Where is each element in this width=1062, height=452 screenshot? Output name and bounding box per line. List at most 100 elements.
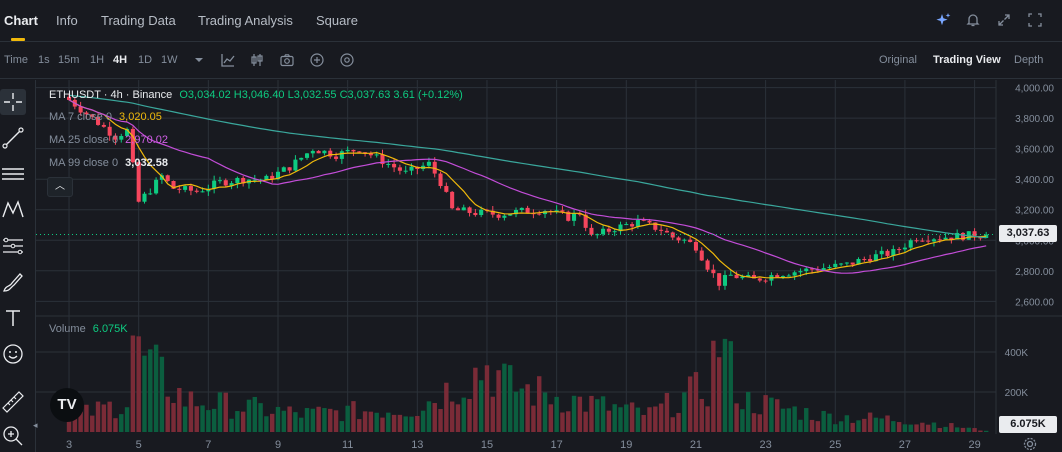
candle-body (624, 224, 629, 226)
candle-body (304, 153, 310, 158)
interval-1h[interactable]: 1H (90, 54, 105, 66)
ma7-label: MA 7 close 0 (49, 111, 112, 123)
candle-body (264, 175, 269, 180)
brush-tool[interactable] (0, 269, 26, 295)
text-tool[interactable] (0, 305, 26, 331)
camera-icon[interactable] (279, 52, 295, 68)
candle-body (914, 240, 919, 242)
trendline-icon (2, 127, 24, 149)
volume-bar (682, 392, 687, 432)
candle-body (212, 180, 217, 189)
fullscreen-icon[interactable] (1027, 12, 1043, 28)
legend-ma99[interactable]: MA 99 close 0 3,032.58 (49, 157, 168, 169)
view-trading-view[interactable]: Trading View (933, 54, 1001, 66)
volume-bar (455, 404, 461, 432)
time-tick-label: 27 (899, 439, 911, 451)
time-tick-label: 3 (66, 439, 72, 451)
candle-body (200, 191, 205, 193)
volume-bar (786, 408, 792, 432)
volume-bar (397, 414, 403, 432)
interval-1s[interactable]: 1s (38, 54, 50, 66)
volume-bar (310, 408, 316, 432)
volume-bar (873, 417, 879, 432)
collapse-rail-icon[interactable]: ◂ (33, 420, 38, 430)
volume-bar (206, 410, 211, 432)
price-tick-label: 2,600.00 (1015, 297, 1054, 308)
volume-bar (95, 401, 101, 432)
view-depth[interactable]: Depth (1014, 54, 1044, 66)
candle-body (165, 175, 170, 181)
trendline-tool[interactable] (0, 125, 26, 151)
candle-body (351, 149, 356, 152)
horizontal-lines-tool[interactable] (0, 161, 26, 187)
crosshair-icon (4, 93, 22, 111)
candle-body (786, 275, 791, 277)
interval-1w[interactable]: 1W (161, 54, 178, 66)
volume-bar (647, 407, 652, 432)
zoom-tool[interactable] (0, 423, 26, 449)
axes: 4,000.00 3,800.00 3,600.00 3,400.00 3,200.00… (66, 84, 1054, 451)
tab-square[interactable]: Square (316, 13, 358, 28)
ruler-tool[interactable] (0, 389, 26, 415)
sparkle-icon[interactable] (935, 12, 951, 28)
volume-bar (142, 355, 147, 432)
tab-chart[interactable]: Chart (4, 13, 38, 28)
volume-bar (380, 417, 385, 432)
ma25-line (68, 99, 987, 274)
legend-ma25[interactable]: MA 25 close 0 2,970.02 (49, 134, 168, 146)
tab-info[interactable]: Info (56, 13, 78, 28)
view-original[interactable]: Original (879, 54, 917, 66)
volume-bar (490, 396, 495, 432)
candle-body (601, 228, 606, 235)
candle-body (827, 267, 832, 269)
interval-15m[interactable]: 15m (58, 54, 80, 66)
candle-body (148, 193, 153, 195)
legend-ma7[interactable]: MA 7 close 0 3,020.05 (49, 111, 162, 123)
candle-body (159, 175, 164, 180)
pattern-tool[interactable] (0, 197, 26, 223)
tradingview-logo[interactable]: TV (50, 388, 84, 422)
volume-bar (589, 395, 594, 432)
expand-icon[interactable] (996, 12, 1012, 28)
indicator-icon[interactable] (220, 52, 236, 68)
bell-icon[interactable] (965, 12, 981, 28)
collapse-legend-button[interactable]: ︿ (47, 177, 73, 197)
volume-bar (478, 380, 484, 432)
price-chart[interactable]: 4,000.00 3,800.00 3,600.00 3,400.00 3,200.00… (36, 80, 1062, 452)
candle-body (844, 262, 849, 264)
volume-bar (258, 403, 263, 432)
tab-trading-analysis[interactable]: Trading Analysis (198, 13, 293, 28)
candle-body (699, 250, 704, 261)
tab-trading-data[interactable]: Trading Data (101, 13, 176, 28)
interval-4h[interactable]: 4H (113, 54, 128, 66)
candle-body (84, 112, 89, 115)
volume-bar (862, 418, 867, 432)
candle-body (537, 213, 542, 215)
volume-bar (264, 416, 269, 432)
interval-1d[interactable]: 1D (138, 54, 153, 66)
volume-bar (850, 422, 855, 432)
volume-bar (484, 365, 490, 432)
candle-body (316, 150, 321, 154)
candle-body (397, 167, 402, 171)
interval-dropdown-icon[interactable] (191, 52, 207, 68)
candle-type-icon[interactable] (249, 52, 265, 68)
time-label[interactable]: Time (4, 54, 29, 66)
emoji-tool[interactable] (0, 341, 26, 367)
settings-target-icon[interactable] (339, 52, 355, 68)
fib-tool[interactable] (0, 233, 26, 259)
volume-bar (130, 335, 136, 432)
gear-icon[interactable] (1022, 436, 1038, 452)
candle-body (66, 96, 72, 100)
candle-body (490, 210, 495, 215)
volume-bar (304, 408, 310, 432)
volume-bar (798, 419, 803, 432)
candle-body (322, 150, 327, 154)
volume-bar (467, 398, 472, 432)
crosshair-tool[interactable] (0, 89, 26, 115)
ohlc-values: O3,034.02 H3,046.40 L3,032.55 C3,037.63 … (179, 89, 463, 101)
candle-body (902, 247, 907, 250)
candle-body (188, 186, 193, 191)
volume-bar (780, 408, 786, 432)
add-circle-icon[interactable] (309, 52, 325, 68)
